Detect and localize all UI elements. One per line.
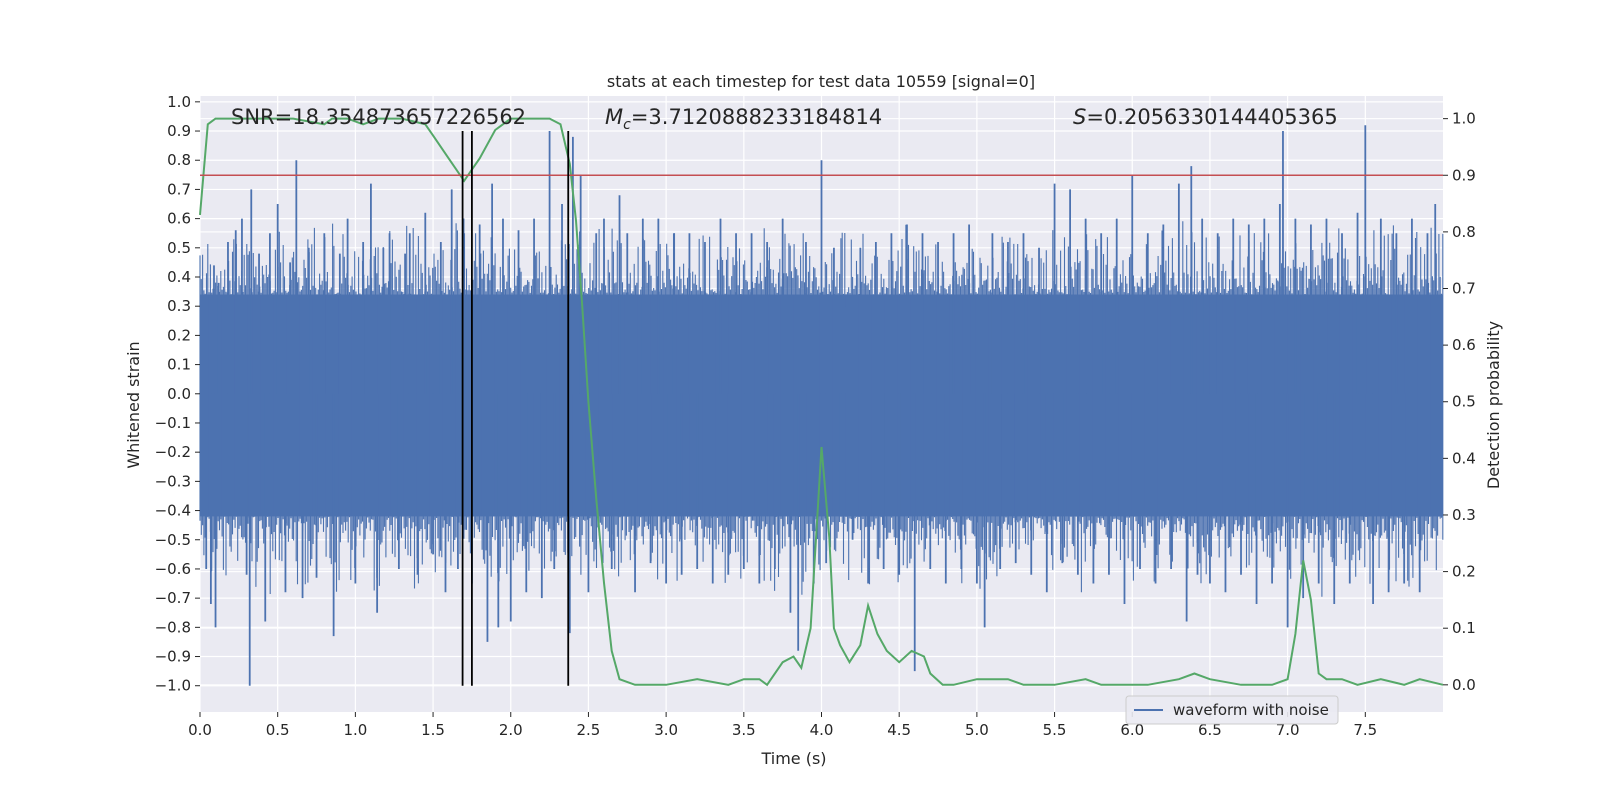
x-tick-label: 7.0 [1276,721,1300,739]
x-tick-label: 3.5 [732,721,756,739]
y-tick-label-right: 0.6 [1452,336,1476,354]
y-tick-label-right: 0.5 [1452,393,1476,411]
y-tick-label-left: −0.3 [155,472,191,490]
x-tick-label: 4.5 [887,721,911,739]
y-tick-label-left: −0.5 [155,531,191,549]
y-tick-label-left: −0.2 [155,443,191,461]
y-tick-label-left: 0.9 [167,122,191,140]
x-tick-label: 7.5 [1353,721,1377,739]
x-tick-label: 6.0 [1120,721,1144,739]
x-tick-label: 1.5 [421,721,445,739]
y-axis-label-right: Detection probability [1484,321,1503,489]
x-tick-label: 6.5 [1198,721,1222,739]
y-tick-label-right: 0.1 [1452,619,1476,637]
y-tick-label-left: −0.8 [155,618,191,636]
mc-symbol: M [605,105,623,129]
x-tick-label: 5.0 [965,721,989,739]
y-tick-label-right: 0.3 [1452,506,1476,524]
y-tick-label-left: −0.7 [155,589,191,607]
s-symbol: S [1073,105,1086,129]
legend-box [1125,695,1339,725]
x-axis-label: Time (s) [760,749,826,768]
y-tick-label-left: 0.1 [167,356,191,374]
y-tick-label-left: 0.5 [167,239,191,257]
y-tick-label-left: 0.0 [167,385,191,403]
y-tick-label-left: 0.7 [167,180,191,198]
mc-value: =3.7120888233184814 [631,105,882,129]
x-tick-label: 3.0 [654,721,678,739]
s-value: =0.2056330144405365 [1086,105,1337,129]
y-tick-label-right: 0.0 [1452,676,1476,694]
y-tick-label-left: 0.3 [167,297,191,315]
y-tick-label-right: 0.7 [1452,280,1476,298]
s-annotation: S=0.2056330144405365 [1073,105,1338,129]
y-tick-label-left: 1.0 [167,93,191,111]
y-tick-label-left: 0.4 [167,268,191,286]
x-tick-label: 5.5 [1043,721,1067,739]
x-tick-label: 0.5 [266,721,290,739]
legend: waveform with noise [1125,695,1339,725]
y-tick-label-right: 0.8 [1452,223,1476,241]
probability-series [199,117,1444,687]
snr-annotation: SNR=18.354873657226562 [231,105,526,129]
y-tick-label-right: 0.2 [1452,563,1476,581]
x-tick-label: 0.0 [188,721,212,739]
y-tick-label-left: −0.1 [155,414,191,432]
detection-probability-line [199,117,1444,687]
chart-title: stats at each timestep for test data 105… [607,72,1035,91]
y-tick-label-right: 0.4 [1452,449,1476,467]
y-tick-label-left: 0.2 [167,326,191,344]
y-tick-label-left: −0.9 [155,648,191,666]
y-axis-label-left: Whitened strain [124,341,143,468]
x-tick-label: 1.0 [343,721,367,739]
x-tick-label: 4.0 [810,721,834,739]
x-tick-label: 2.5 [577,721,601,739]
y-tick-label-left: −1.0 [155,677,191,695]
mc-annotation: Mc=3.7120888233184814 [605,105,882,133]
y-tick-label-left: 0.8 [167,151,191,169]
y-tick-label-right: 0.9 [1452,166,1476,184]
y-tick-label-left: −0.6 [155,560,191,578]
x-tick-label: 2.0 [499,721,523,739]
mc-subscript: c [623,117,631,133]
axes: 0.0 0.5 1.0 1.5 2.0 2.5 3.0 3.5 4.0 4.5 5.0 5.5 6.0 6… [155,93,1476,739]
y-tick-label-left: −0.4 [155,502,191,520]
overlay-marks [200,131,1443,686]
waveform-series [199,125,1444,686]
legend-entry: waveform with noise [1173,701,1329,719]
waveform-noise [199,218,1444,597]
y-tick-label-right: 1.0 [1452,110,1476,128]
y-tick-label-left: 0.6 [167,210,191,228]
